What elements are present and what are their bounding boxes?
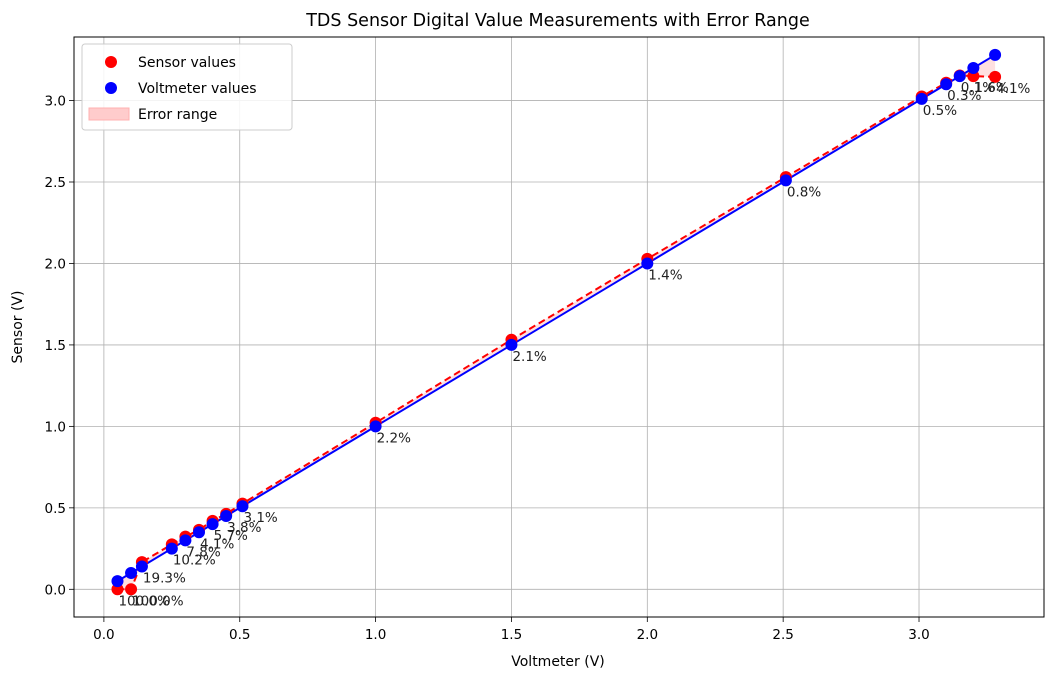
x-axis-ticks: 0.0 0.5 1.0 1.5 2.0 2.5 3.0 [93,617,930,643]
y-tick-label: 2.5 [45,175,66,191]
legend-sensor-label: Sensor values [138,55,236,71]
plot-frame [73,36,1045,618]
error-annotation: 4.1% [200,536,234,552]
voltmeter-point [940,78,953,91]
legend-sensor-marker [105,56,117,68]
y-axis-ticks: 0.0 0.5 1.0 1.5 2.0 2.5 3.0 [45,94,74,598]
y-axis-label: Sensor (V) [10,291,26,364]
error-annotation: 2.2% [377,430,411,446]
voltmeter-point [989,48,1002,61]
legend-voltmeter-marker [105,82,117,94]
voltmeter-point [179,534,192,547]
x-tick-label: 0.0 [93,627,114,643]
voltmeter-point [165,542,178,555]
voltmeter-point [125,567,138,580]
voltmeter-point [967,61,980,74]
voltmeter-line [116,54,996,583]
error-annotation: 2.1% [512,349,546,365]
voltmeter-point [953,70,966,83]
voltmeter-point [236,500,249,513]
x-tick-label: 3.0 [908,627,929,643]
chart-title: TDS Sensor Digital Value Measurements wi… [305,11,810,31]
x-tick-label: 1.5 [501,627,522,643]
error-annotation: 4.1% [996,81,1030,97]
error-annotations: 100.0%100.0%19.3%10.2%7.8%4.1%5.7%3.8%3.… [118,80,1030,609]
x-tick-label: 2.0 [637,627,658,643]
error-annotation: 19.3% [143,570,186,586]
error-range-area [117,54,996,590]
error-annotation: 1.6% [974,80,1008,96]
error-annotation: 1.4% [648,267,682,283]
voltmeter-point [915,92,928,105]
sensor-point [125,583,138,596]
y-tick-label: 0.0 [45,582,66,598]
error-annotation: 7.8% [186,544,220,560]
grid [74,37,1044,617]
x-tick-label: 0.5 [229,627,250,643]
y-tick-label: 1.0 [45,419,66,435]
y-tick-label: 3.0 [45,94,66,110]
voltmeter-point [111,575,124,588]
error-annotation: 0.5% [923,103,957,119]
data-points [111,48,1002,596]
voltmeter-point [206,518,219,531]
error-annotation: 3.1% [243,510,277,526]
voltmeter-point [641,257,654,270]
series-lines [116,54,996,591]
error-band [117,54,996,590]
y-tick-label: 0.5 [45,501,66,517]
voltmeter-point [369,420,382,433]
error-annotation: 5.7% [214,528,248,544]
x-tick-label: 2.5 [772,627,793,643]
legend-voltmeter-label: Voltmeter values [138,81,257,97]
voltmeter-point [220,509,233,522]
error-annotation: 10.2% [173,553,216,569]
legend: Sensor values Voltmeter values Error ran… [81,43,293,131]
voltmeter-point [192,526,205,539]
legend-error-swatch [88,107,130,121]
sensor-point [989,70,1002,83]
y-tick-label: 2.0 [45,256,66,272]
voltmeter-point [135,560,148,573]
x-tick-label: 1.0 [365,627,386,643]
y-tick-label: 1.5 [45,338,66,354]
error-annotation: 0.3% [947,88,981,104]
error-annotation: 3.8% [227,520,261,536]
voltmeter-point [779,174,792,187]
error-annotation: 100.0% [132,593,184,609]
legend-box [81,43,293,131]
error-annotation: 0.1% [961,80,995,96]
error-annotation: 0.8% [787,184,821,200]
error-annotation: 100.0% [118,593,170,609]
voltmeter-point [505,338,518,351]
x-axis-label: Voltmeter (V) [511,654,605,670]
legend-error-label: Error range [138,107,217,123]
